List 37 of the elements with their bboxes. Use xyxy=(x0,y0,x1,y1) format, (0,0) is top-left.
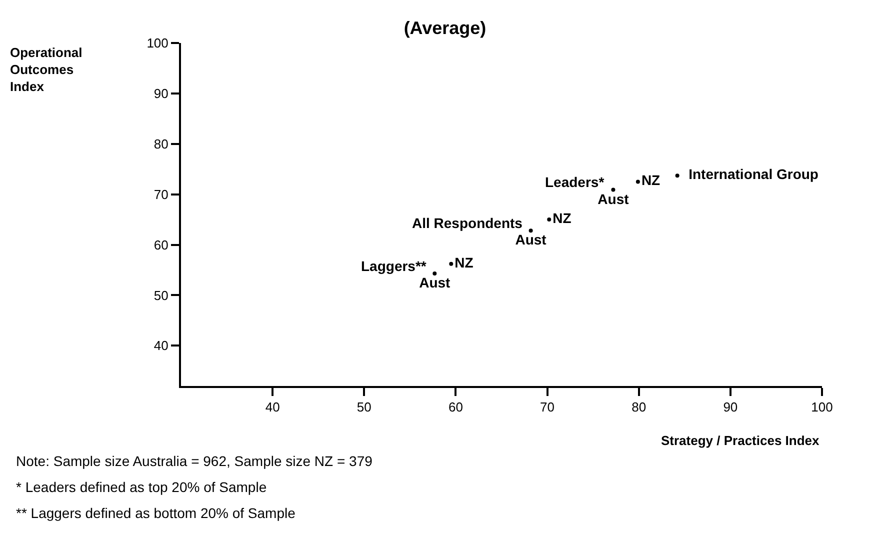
x-tick-label: 80 xyxy=(632,400,646,415)
x-tick-label: 40 xyxy=(265,400,280,415)
text: Note: Sample size Australia = 962, Sample size NZ = 379 xyxy=(16,453,373,469)
text: ** Laggers defined as bottom 20% of Sample xyxy=(16,505,296,521)
text: Aust xyxy=(598,190,629,207)
text: NZ xyxy=(641,172,660,188)
point xyxy=(449,262,454,266)
point xyxy=(636,180,640,184)
point xyxy=(432,272,437,276)
text: * Leaders defined as top 20% of Sample xyxy=(16,479,267,495)
annotation: Leaders* xyxy=(545,174,605,190)
annotation: All Respondents xyxy=(412,215,523,231)
point xyxy=(547,218,552,222)
series-label: Aust xyxy=(515,232,547,248)
series-label: NZ xyxy=(454,254,474,270)
series-label: International Group xyxy=(680,166,818,182)
chart-title: (Average) xyxy=(404,18,486,38)
y-tick-label: 60 xyxy=(154,237,168,252)
y-axis-title: Operational Outcomes Index xyxy=(10,45,82,94)
x-tick-label: 50 xyxy=(356,400,372,415)
y-tick-label: 80 xyxy=(154,136,168,152)
y-tick-label: 100 xyxy=(146,36,168,51)
y-tick-label: 90 xyxy=(154,86,168,101)
x-tick-label: 90 xyxy=(723,400,738,415)
y-tick-label: 50 xyxy=(154,288,168,303)
point xyxy=(528,228,533,233)
y-tick-label: 40 xyxy=(154,338,168,354)
annotation: Laggers** xyxy=(361,258,427,274)
text: Aust xyxy=(419,274,450,291)
text: NZ xyxy=(552,210,572,226)
y-tick-label: 70 xyxy=(154,186,168,202)
x-axis-title: Strategy / Practices Index xyxy=(661,433,820,448)
point xyxy=(675,174,680,178)
x-tick-label: 70 xyxy=(540,400,555,415)
point xyxy=(611,188,616,192)
x-tick-label: 60 xyxy=(448,400,463,415)
x-tick-label: 100 xyxy=(811,400,833,415)
